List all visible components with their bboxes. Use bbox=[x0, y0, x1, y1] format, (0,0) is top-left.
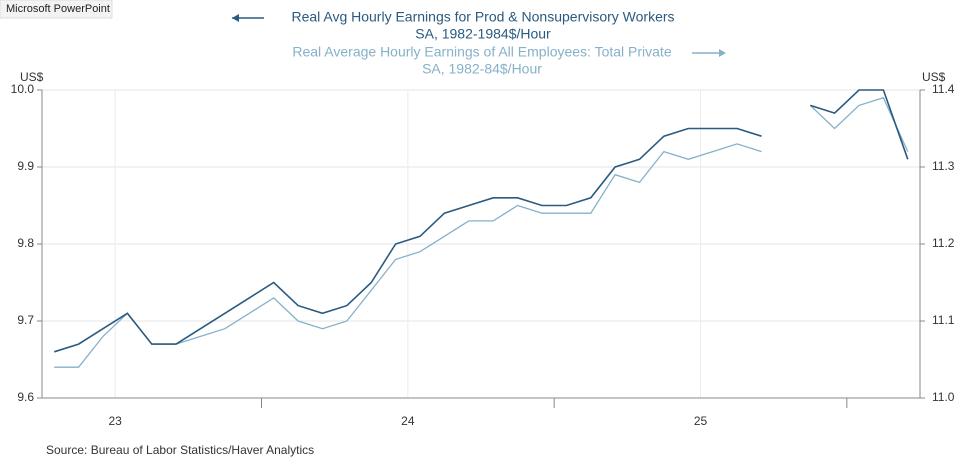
app-label: Microsoft PowerPoint bbox=[6, 3, 110, 15]
source-note: Source: Bureau of Labor Statistics/Haver… bbox=[46, 443, 314, 457]
legend-units: SA, 1982-1984$/Hour bbox=[415, 26, 551, 42]
y2-axis-label: US$ bbox=[922, 70, 946, 84]
app-label-box bbox=[0, 0, 113, 19]
legend-entry: Real Average Hourly Earnings of All Empl… bbox=[292, 44, 671, 60]
y2-tick-label: 11.2 bbox=[932, 236, 955, 250]
y2-tick-label: 11.0 bbox=[932, 390, 955, 404]
series-line bbox=[54, 96, 909, 368]
y-axis-label: US$ bbox=[20, 70, 44, 84]
y2-tick-label: 11.3 bbox=[932, 159, 955, 173]
x-tick-label: 23 bbox=[108, 414, 122, 428]
y-tick-label: 9.6 bbox=[17, 390, 34, 404]
legend-arrow-head bbox=[232, 14, 239, 22]
x-tick-label: 25 bbox=[694, 414, 708, 428]
series-line bbox=[53, 89, 909, 353]
y-tick-label: 9.8 bbox=[17, 236, 34, 250]
x-tick-label: 24 bbox=[401, 414, 415, 428]
legend-arrow-head bbox=[719, 49, 726, 57]
y2-tick-label: 11.4 bbox=[932, 82, 955, 96]
y-tick-label: 9.9 bbox=[17, 159, 34, 173]
y-tick-label: 10.0 bbox=[11, 82, 35, 96]
legend-units: SA, 1982-84$/Hour bbox=[422, 61, 542, 77]
y-tick-label: 9.7 bbox=[17, 313, 34, 327]
legend-entry: Real Avg Hourly Earnings for Prod & Nons… bbox=[291, 9, 674, 25]
y2-tick-label: 11.1 bbox=[932, 313, 955, 327]
